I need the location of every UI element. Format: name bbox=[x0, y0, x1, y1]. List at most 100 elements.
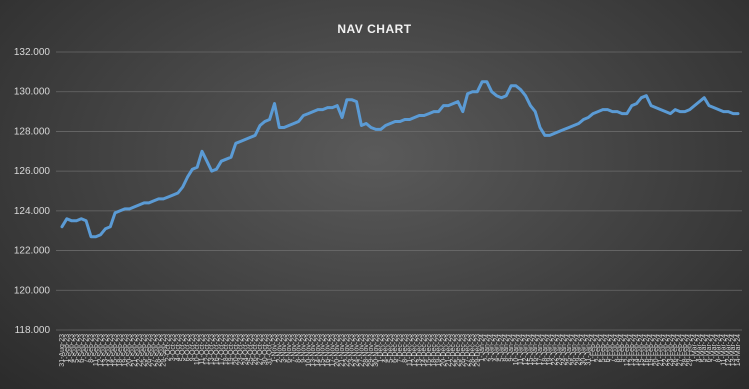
x-tick-label: 16-Nov-23 bbox=[325, 334, 332, 367]
x-tick-label: 25-Sep-23 bbox=[141, 334, 148, 367]
data-point bbox=[374, 128, 378, 131]
data-point bbox=[480, 80, 484, 83]
data-point bbox=[307, 112, 310, 115]
data-point bbox=[678, 110, 682, 113]
data-point bbox=[514, 84, 518, 87]
data-point bbox=[722, 110, 725, 113]
data-point bbox=[200, 150, 204, 153]
x-tick-label: 2-Feb-24 bbox=[595, 334, 602, 363]
data-point bbox=[616, 110, 619, 113]
x-tick-label: 15-Nov-23 bbox=[320, 334, 327, 367]
data-point bbox=[65, 217, 69, 220]
x-tick-label: 22-Sep-23 bbox=[136, 334, 143, 367]
data-point bbox=[529, 104, 532, 107]
x-tick-label: 3-Jan-24 bbox=[489, 334, 496, 362]
data-point bbox=[205, 160, 209, 163]
data-point bbox=[147, 201, 151, 205]
x-tick-label: 29-Sep-23 bbox=[160, 334, 167, 367]
x-tick-label: 13-Dec-23 bbox=[416, 334, 423, 367]
x-tick-label: 30-Oct-23 bbox=[262, 334, 269, 365]
data-point bbox=[302, 114, 305, 117]
x-tick-label: 1-Jan-24 bbox=[479, 334, 486, 362]
x-tick-label: 7-Feb-24 bbox=[609, 334, 616, 363]
x-tick-label: 27-Oct-23 bbox=[257, 334, 264, 365]
data-point bbox=[620, 112, 624, 115]
data-point bbox=[118, 209, 122, 213]
data-point bbox=[562, 128, 566, 131]
x-tick-label: 12-Oct-23 bbox=[204, 334, 211, 365]
data-point bbox=[220, 160, 223, 163]
x-tick-label: 2-Oct-23 bbox=[165, 334, 172, 361]
x-tick-label: 6-Dec-23 bbox=[392, 334, 399, 363]
data-point bbox=[384, 124, 387, 127]
data-point bbox=[611, 110, 614, 113]
x-tick-label: 7-Mar-24 bbox=[711, 334, 718, 363]
x-tick-label: 10-Nov-23 bbox=[305, 334, 312, 367]
data-point bbox=[683, 110, 687, 113]
data-point bbox=[422, 114, 426, 117]
y-tick-label: 128.000 bbox=[14, 126, 51, 137]
data-point bbox=[355, 100, 358, 103]
data-point bbox=[466, 92, 469, 95]
x-tick-label: 9-Feb-24 bbox=[619, 334, 626, 363]
data-point bbox=[133, 205, 136, 209]
data-point bbox=[234, 142, 238, 145]
x-tick-label: 7-Sep-23 bbox=[83, 334, 90, 363]
y-tick-label: 126.000 bbox=[14, 166, 51, 177]
x-tick-label: 13-Feb-24 bbox=[629, 334, 636, 366]
x-tick-label: 22-Nov-23 bbox=[344, 334, 351, 367]
x-tick-label: 28-Feb-24 bbox=[682, 334, 689, 366]
data-point bbox=[703, 96, 706, 99]
data-point bbox=[292, 122, 295, 125]
x-tick-label: 18-Jan-24 bbox=[542, 334, 549, 366]
data-point bbox=[244, 138, 247, 141]
x-tick-label: 20-Feb-24 bbox=[653, 334, 660, 366]
data-point bbox=[688, 108, 691, 111]
x-tick-label: 9-Nov-23 bbox=[300, 334, 307, 363]
data-point bbox=[432, 110, 435, 113]
x-axis-ticks: 31-Aug-231-Sep-234-Sep-235-Sep-236-Sep-2… bbox=[59, 334, 742, 367]
data-point bbox=[490, 90, 493, 93]
x-tick-label: 8-Nov-23 bbox=[296, 334, 303, 363]
data-point bbox=[186, 175, 189, 179]
x-tick-label: 25-Dec-23 bbox=[455, 334, 462, 367]
data-point bbox=[282, 126, 286, 129]
x-tick-label: 27-Sep-23 bbox=[151, 334, 158, 367]
data-point bbox=[519, 88, 522, 91]
x-tick-label: 29-Nov-23 bbox=[368, 334, 375, 367]
x-tick-label: 30-Nov-23 bbox=[373, 334, 380, 367]
x-tick-label: 19-Feb-24 bbox=[648, 334, 655, 366]
x-tick-label: 27-Feb-24 bbox=[677, 334, 684, 366]
x-tick-label: 1-Nov-23 bbox=[271, 334, 278, 363]
x-tick-label: 9-Jan-24 bbox=[508, 334, 515, 362]
x-tick-label: 5-Oct-23 bbox=[180, 334, 187, 361]
data-point bbox=[717, 108, 720, 111]
data-point bbox=[162, 197, 165, 201]
data-point bbox=[543, 134, 547, 137]
x-tick-label: 15-Sep-23 bbox=[112, 334, 119, 367]
data-point bbox=[268, 118, 271, 121]
nav-series-line bbox=[60, 80, 740, 239]
data-point bbox=[181, 185, 184, 189]
x-tick-label: 22-Dec-23 bbox=[450, 334, 457, 367]
x-tick-label: 13-Mar-24 bbox=[730, 334, 737, 366]
x-tick-label: 24-Oct-23 bbox=[242, 334, 249, 365]
data-point bbox=[60, 225, 64, 228]
data-point bbox=[476, 90, 479, 93]
data-point bbox=[89, 235, 93, 238]
data-point bbox=[321, 108, 324, 111]
data-point bbox=[171, 193, 175, 197]
x-tick-label: 26-Dec-23 bbox=[460, 334, 467, 367]
data-point bbox=[534, 110, 537, 113]
x-tick-label: 12-Sep-23 bbox=[98, 334, 105, 367]
data-point bbox=[224, 158, 228, 161]
data-point bbox=[505, 94, 508, 97]
x-tick-label: 11-Sep-23 bbox=[93, 334, 100, 366]
x-tick-label: 24-Jan-24 bbox=[561, 334, 568, 366]
x-tick-label: 29-Dec-23 bbox=[474, 334, 481, 367]
data-point bbox=[654, 106, 658, 109]
data-point bbox=[297, 120, 300, 123]
x-tick-label: 30-Jan-24 bbox=[580, 334, 587, 366]
data-point bbox=[75, 219, 78, 222]
